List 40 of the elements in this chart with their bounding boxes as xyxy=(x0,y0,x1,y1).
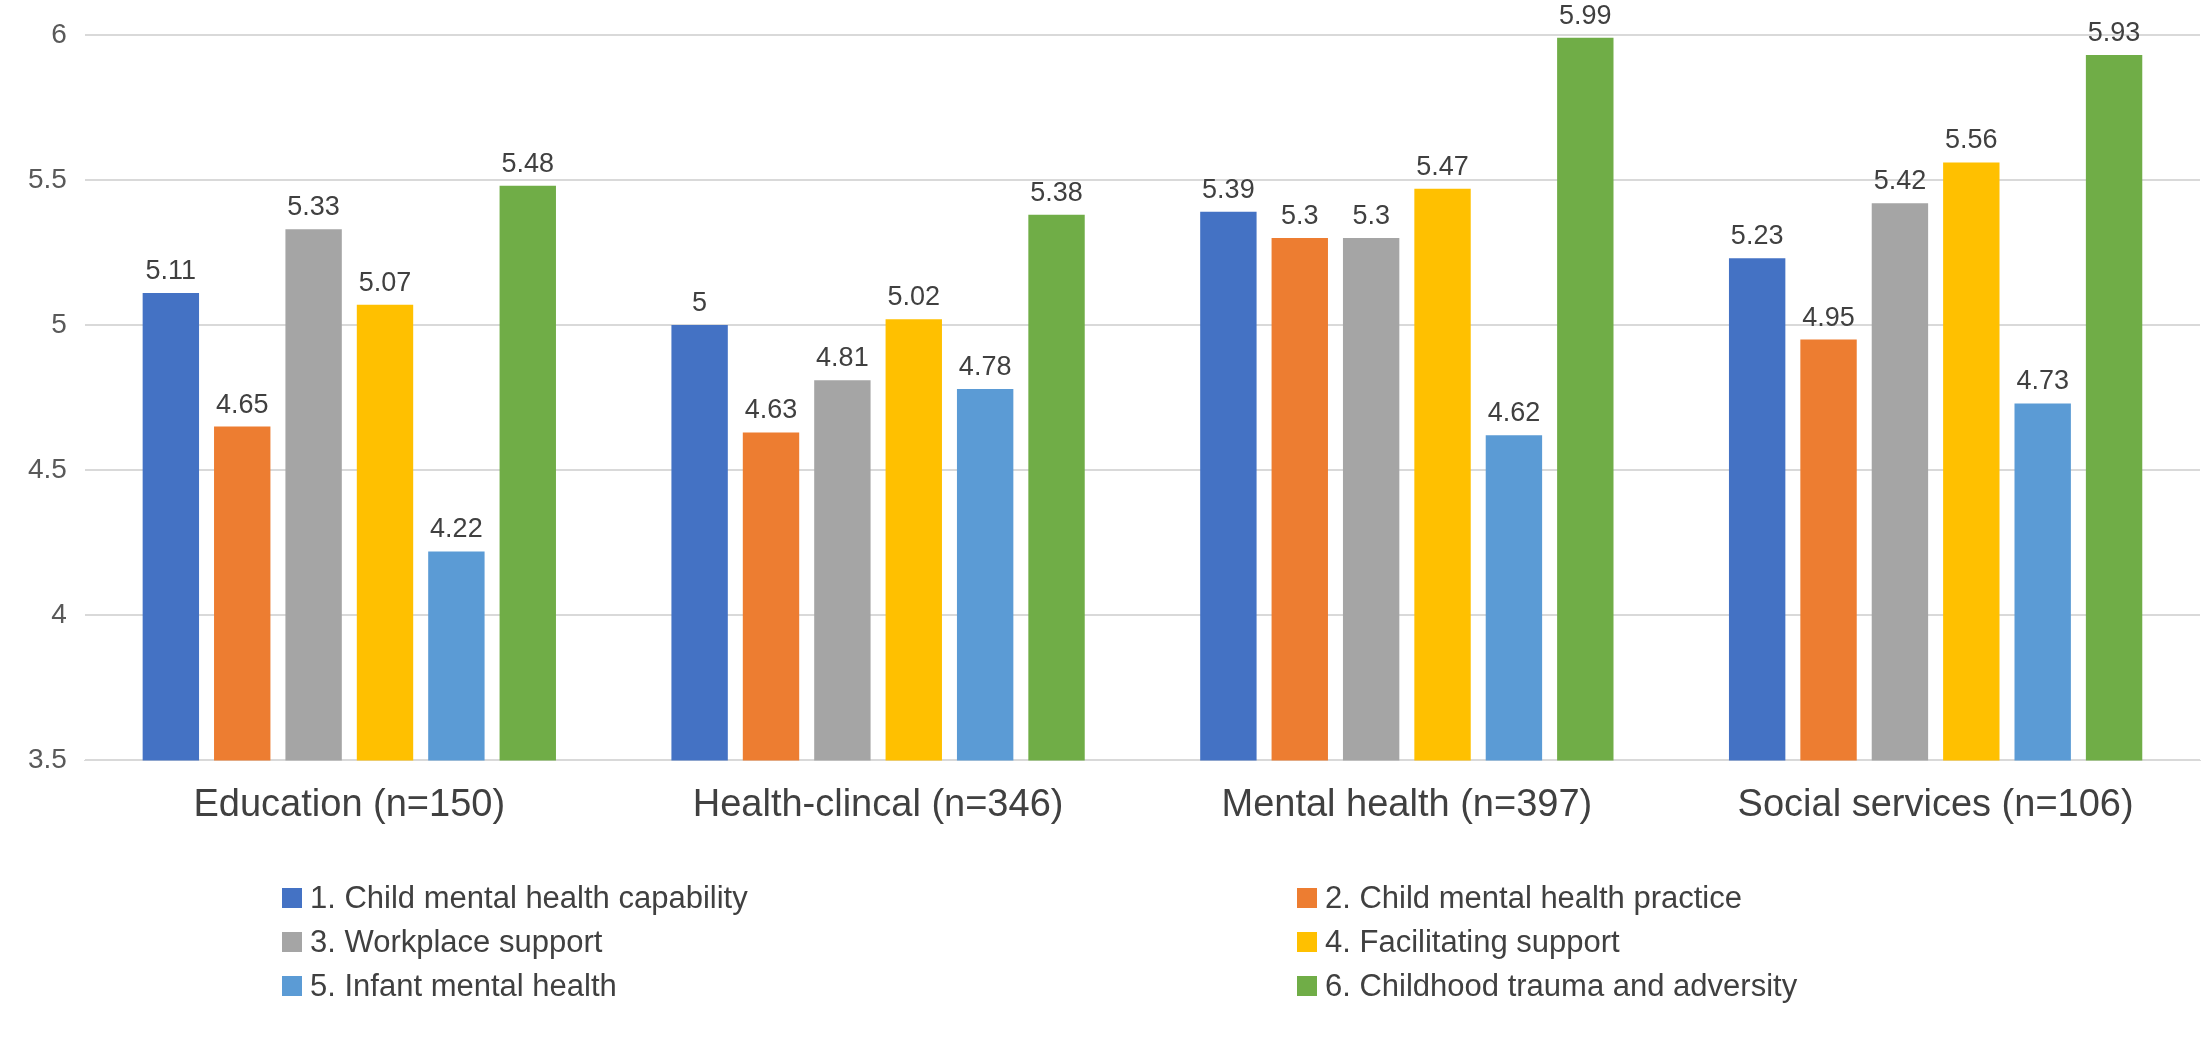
legend-label: 6. Childhood trauma and adversity xyxy=(1325,968,1798,1004)
legend-label: 3. Workplace support xyxy=(310,924,603,960)
legend-label: 1. Child mental health capability xyxy=(310,880,748,916)
data-label: 5.23 xyxy=(1730,220,1784,251)
data-label: 4.65 xyxy=(215,388,269,419)
data-label: 5.42 xyxy=(1873,165,1927,196)
y-tick-label: 3.5 xyxy=(27,743,67,775)
data-label: 5.3 xyxy=(1352,199,1390,230)
legend-label: 5. Infant mental health xyxy=(310,968,617,1004)
data-label: 4.22 xyxy=(430,513,483,544)
data-label: 5.47 xyxy=(1416,150,1469,181)
y-tick-label: 4 xyxy=(51,598,67,629)
data-label: 5.3 xyxy=(1281,199,1319,230)
data-label: 5.33 xyxy=(287,191,340,222)
data-label: 5.11 xyxy=(145,255,197,286)
y-tick-label: 6 xyxy=(51,17,67,49)
x-tick-label: Education (n=150) xyxy=(193,781,506,824)
data-label: 4.73 xyxy=(2016,365,2069,396)
data-label: 5.07 xyxy=(358,266,412,297)
data-label: 5.39 xyxy=(1202,173,1255,204)
x-tick-label: Social services (n=106) xyxy=(1737,781,2134,824)
data-label: 4.63 xyxy=(744,394,798,425)
y-tick-label: 5.5 xyxy=(27,162,67,194)
legend-label: 2. Child mental health practice xyxy=(1325,880,1743,916)
data-label: 5.99 xyxy=(1559,0,1612,30)
data-label: 4.78 xyxy=(958,350,1012,381)
x-tick-label: Health-clincal (n=346) xyxy=(692,781,1064,824)
y-tick-label: 5 xyxy=(51,307,67,339)
data-label: 5 xyxy=(692,286,708,317)
legend-label: 4. Facilitating support xyxy=(1325,924,1620,960)
data-label: 5.38 xyxy=(1030,176,1083,207)
y-tick-label: 4.5 xyxy=(27,452,67,484)
data-label: 5.56 xyxy=(1945,124,1998,155)
data-label: 4.95 xyxy=(1802,301,1855,332)
x-tick-label: Mental health (n=397) xyxy=(1221,781,1593,824)
data-label: 5.02 xyxy=(887,281,941,312)
data-label: 4.62 xyxy=(1487,397,1541,428)
data-label: 4.81 xyxy=(816,342,869,373)
data-label: 5.48 xyxy=(501,147,555,178)
data-label: 5.93 xyxy=(2087,17,2141,48)
